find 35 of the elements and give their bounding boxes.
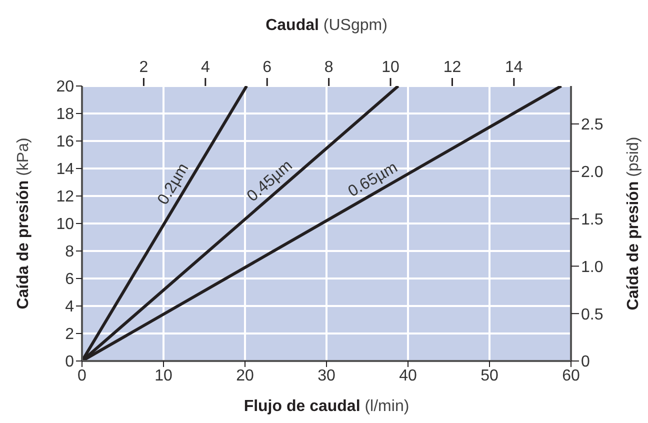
- y-tick-label: 6: [65, 271, 74, 288]
- x-tick-label: 0: [78, 367, 87, 384]
- x2-tick-label: 14: [505, 59, 523, 76]
- y-tick-label: 18: [56, 106, 74, 124]
- y2-axis-title: Caída de presión (psid): [625, 136, 642, 310]
- x-axis-title: Flujo de caudal (l/min): [244, 398, 410, 416]
- x-tick-label: 60: [562, 367, 580, 384]
- y-axis-title: Caída de presión (kPa): [15, 138, 32, 310]
- x2-tick-label: 4: [200, 59, 210, 76]
- x-tick-label: 10: [154, 367, 172, 384]
- y-tick-label: 14: [56, 161, 74, 178]
- x2-tick-label: 8: [324, 59, 334, 76]
- y-tick-label: 16: [56, 134, 74, 151]
- y2-tick-label: 2.5: [581, 116, 604, 134]
- x2-tick-label: 2: [139, 59, 148, 76]
- y-tick-label: 2: [65, 326, 74, 344]
- y2-tick-label: 1.5: [581, 211, 604, 228]
- x-tick-label: 50: [480, 367, 498, 384]
- x2-tick-label: 6: [262, 59, 272, 76]
- x-tick-label: 30: [318, 367, 336, 384]
- y2-tick-label: 0: [581, 354, 590, 371]
- y-tick-label: 10: [56, 216, 74, 234]
- y-tick-label: 20: [56, 78, 74, 96]
- y2-tick-label: 0.5: [581, 306, 604, 324]
- y2-tick-label: 2.0: [581, 164, 604, 182]
- y2-tick-label: 1.0: [581, 258, 604, 276]
- y-tick-label: 0: [65, 354, 74, 371]
- y-tick-label: 12: [56, 188, 74, 206]
- x-tick-label: 20: [236, 367, 254, 384]
- x2-tick-label: 10: [382, 59, 400, 76]
- x2-axis-title: Caudal (USgpm): [266, 17, 388, 34]
- x2-tick-label: 12: [443, 59, 462, 76]
- y-tick-label: 4: [65, 298, 74, 316]
- y-tick-label: 8: [65, 244, 74, 261]
- x-tick-label: 40: [399, 367, 417, 384]
